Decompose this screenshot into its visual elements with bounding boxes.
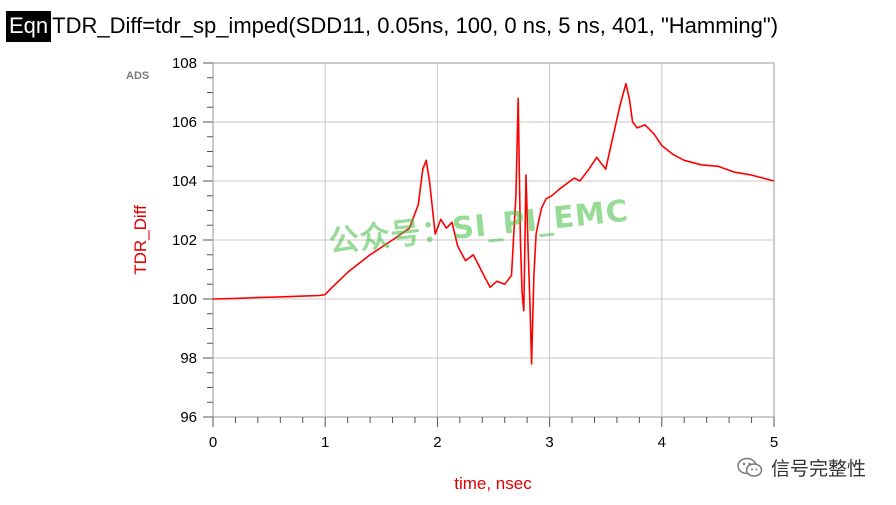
- y-tick-label: 98: [180, 350, 197, 367]
- y-tick-label: 106: [172, 114, 197, 131]
- x-tick-label: 3: [545, 434, 553, 451]
- tdr-series-line[interactable]: [212, 82, 775, 365]
- y-tick-labels: 96 98 100 102 104 106 108: [172, 55, 197, 426]
- y-tick-label: 96: [180, 409, 197, 426]
- y-tick-label: 108: [172, 55, 197, 72]
- x-tick-label: 0: [209, 434, 217, 451]
- equation-line: Eqn TDR_Diff=tdr_sp_imped(SDD11, 0.05ns,…: [6, 10, 778, 42]
- eqn-tag[interactable]: Eqn: [6, 10, 52, 42]
- watermark: 公众号：SI_PI_EMC: [327, 194, 630, 260]
- grid-lines: [213, 63, 774, 417]
- x-tick-label: 2: [433, 434, 441, 451]
- y-axis-label: TDR_Diff: [131, 205, 150, 275]
- wechat-icon: [737, 457, 763, 477]
- x-tick-labels: 0 1 2 3 4 5: [209, 434, 778, 451]
- x-axis-label: time, nsec: [454, 474, 532, 493]
- equation-text[interactable]: TDR_Diff=tdr_sp_imped(SDD11, 0.05ns, 100…: [52, 13, 779, 38]
- y-tick-label: 100: [172, 291, 197, 308]
- y-tick-label: 104: [172, 173, 197, 190]
- y-tick-label: 102: [172, 232, 197, 249]
- x-tick-label: 1: [321, 434, 329, 451]
- wechat-label: 信号完整性: [770, 458, 866, 480]
- minor-ticks: [203, 62, 775, 427]
- x-tick-label: 4: [658, 434, 666, 451]
- ads-badge: ADS: [126, 70, 149, 82]
- x-tick-label: 5: [770, 434, 778, 451]
- wechat-badge: 信号完整性: [737, 454, 866, 481]
